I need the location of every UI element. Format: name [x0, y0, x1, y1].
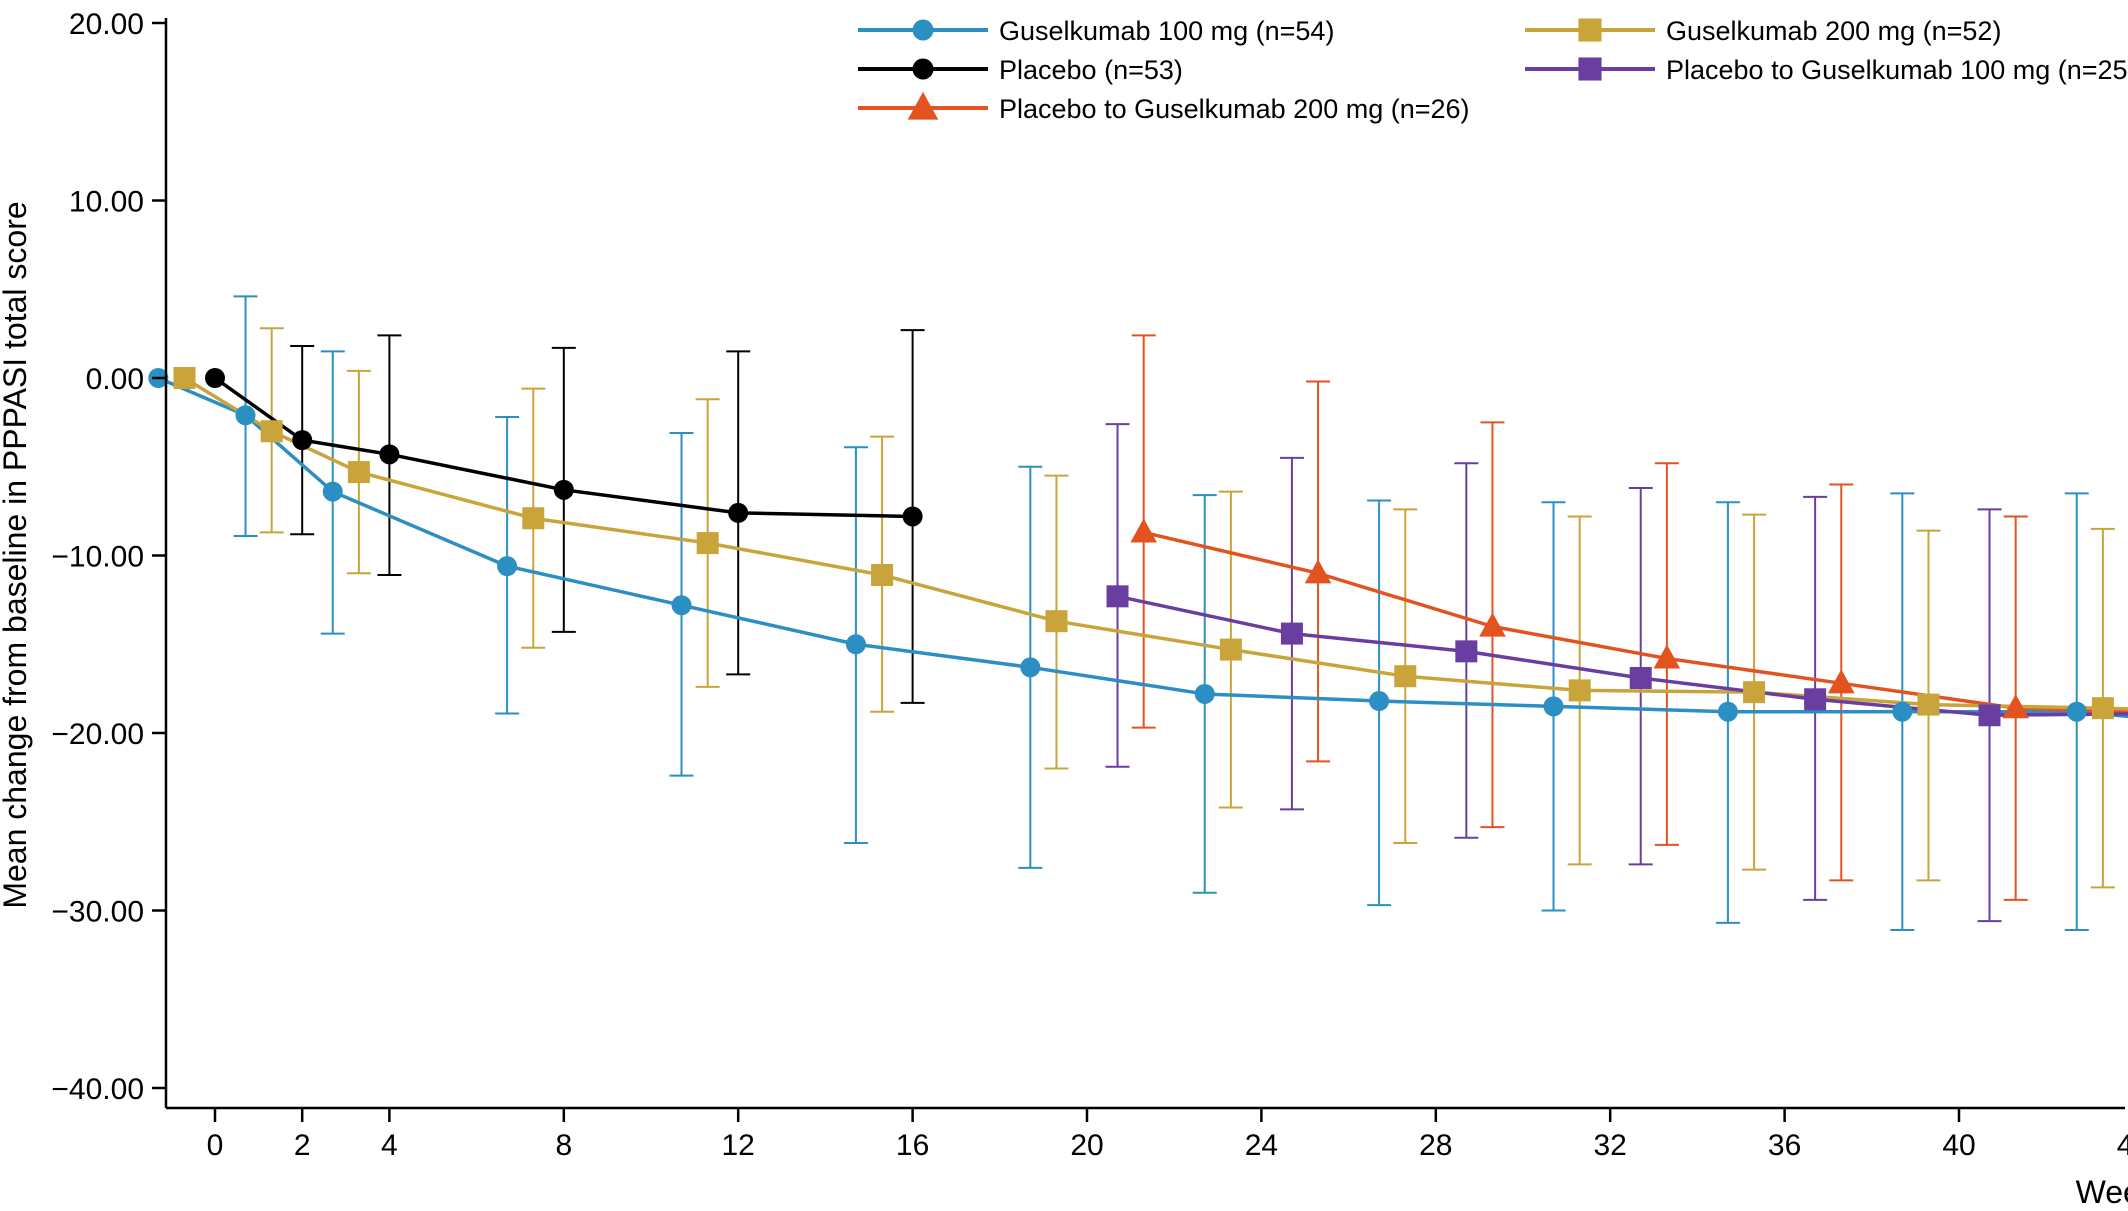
- y-tick-label: −30.00: [51, 896, 144, 929]
- data-point: [1543, 696, 1564, 717]
- x-tick-label: 0: [207, 1129, 224, 1162]
- data-point: [522, 507, 545, 530]
- data-point: [553, 479, 574, 500]
- data-point: [871, 564, 894, 587]
- data-point: [1568, 679, 1591, 702]
- legend-label: Placebo (n=53): [999, 55, 1183, 85]
- data-point: [1978, 704, 2001, 727]
- axes: 20.00 10.00 0.00 −10.00 −20.00 −30.00 −40.00 0 2…: [51, 8, 2128, 1162]
- legend-label: Guselkumab 200 mg (n=52): [1666, 16, 2001, 46]
- x-tick-label: 44: [2117, 1129, 2128, 1162]
- series-line: [1117, 594, 2128, 717]
- x-tick-label: 12: [722, 1129, 755, 1162]
- data-point: [1045, 610, 1068, 633]
- x-tick-label: 40: [1942, 1129, 1975, 1162]
- data-point: [2091, 697, 2114, 720]
- data-point: [671, 595, 692, 616]
- data-point: [1479, 612, 1506, 637]
- data-point: [1194, 683, 1215, 704]
- legend-item: Placebo to Guselkumab 200 mg (n=26): [858, 91, 1470, 124]
- data-point: [322, 481, 343, 502]
- y-tick-label: 10.00: [69, 186, 144, 219]
- x-tick-label: 8: [555, 1129, 572, 1162]
- data-point: [1280, 622, 1303, 645]
- legend-item: Placebo to Guselkumab 100 mg (n=25): [1525, 55, 2128, 85]
- x-tick-label: 24: [1245, 1129, 1278, 1162]
- y-tick-label: −20.00: [51, 718, 144, 751]
- legend-swatch-marker: [1578, 18, 1602, 42]
- data-point: [260, 420, 283, 443]
- y-tick-label: −10.00: [51, 541, 144, 574]
- data-point: [728, 502, 749, 523]
- legend-label: Placebo to Guselkumab 200 mg (n=26): [999, 94, 1470, 124]
- y-tick-label: −40.00: [51, 1073, 144, 1106]
- legend-label: Placebo to Guselkumab 100 mg (n=25): [1666, 55, 2128, 85]
- data-point: [1369, 691, 1390, 712]
- x-tick-label: 20: [1070, 1129, 1103, 1162]
- data-point: [292, 430, 313, 451]
- series-markers: [148, 367, 2114, 727]
- legend: Guselkumab 100 mg (n=54) Placebo (n=53) Pl…: [858, 16, 2128, 124]
- data-point: [1629, 666, 1652, 689]
- legend-item: Guselkumab 200 mg (n=52): [1525, 16, 2001, 46]
- y-tick-label: 20.00: [69, 8, 144, 41]
- x-tick-label: 32: [1594, 1129, 1627, 1162]
- y-axis-title: Mean change from baseline in PPPASI tota…: [0, 201, 33, 908]
- x-tick-label: 4: [381, 1129, 398, 1162]
- y-tick-label: 0.00: [86, 363, 144, 396]
- data-point: [1717, 701, 1738, 722]
- legend-swatch-marker: [1578, 57, 1602, 81]
- data-point: [2002, 694, 2029, 719]
- series-line: [213, 376, 913, 519]
- data-point: [2066, 701, 2087, 722]
- data-point: [1653, 644, 1681, 669]
- series-line: [157, 376, 2128, 719]
- data-point: [1394, 665, 1417, 688]
- legend-item: Guselkumab 100 mg (n=54): [858, 16, 1334, 46]
- data-point: [696, 532, 719, 555]
- data-point: [235, 405, 256, 426]
- legend-swatch-marker: [912, 19, 934, 41]
- data-point: [1827, 669, 1855, 694]
- x-tick-label: 2: [294, 1129, 311, 1162]
- data-point: [1917, 693, 1940, 716]
- x-tick-label: 16: [896, 1129, 929, 1162]
- data-point: [1020, 657, 1041, 678]
- data-point: [1219, 638, 1242, 661]
- data-point: [1304, 559, 1332, 584]
- data-point: [205, 368, 225, 388]
- data-point: [497, 556, 518, 577]
- data-point: [173, 367, 196, 389]
- legend-swatch-marker: [912, 58, 934, 80]
- x-axis-title: Week: [2076, 1174, 2128, 1210]
- data-point: [845, 634, 866, 655]
- data-point: [1106, 585, 1129, 608]
- x-tick-label: 36: [1768, 1129, 1801, 1162]
- data-point: [379, 444, 400, 465]
- data-point: [1892, 701, 1913, 722]
- series-line: [183, 376, 2128, 711]
- data-point: [1743, 681, 1766, 704]
- error-bars: [233, 295, 2115, 932]
- data-point: [1130, 518, 1157, 543]
- data-point: [1804, 688, 1827, 711]
- legend-swatch-marker: [907, 91, 939, 120]
- data-point: [347, 461, 370, 484]
- x-tick-label: 28: [1419, 1129, 1452, 1162]
- legend-item: Placebo (n=53): [858, 55, 1183, 85]
- data-point: [1455, 640, 1478, 663]
- data-point: [902, 506, 923, 527]
- legend-label: Guselkumab 100 mg (n=54): [999, 16, 1334, 46]
